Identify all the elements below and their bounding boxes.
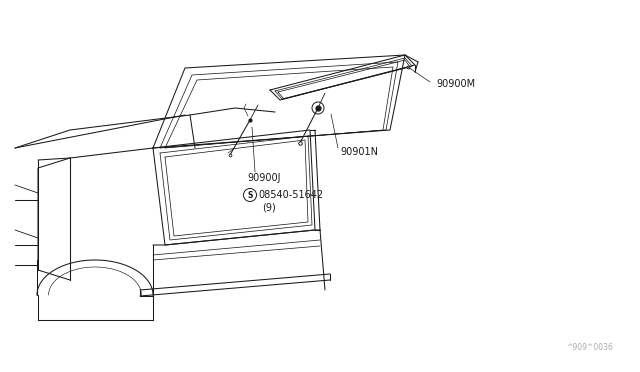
Text: 90900M: 90900M	[436, 79, 475, 89]
Text: S: S	[247, 190, 253, 199]
Text: 08540-51642: 08540-51642	[258, 190, 323, 200]
Text: ^909^0036: ^909^0036	[566, 343, 613, 353]
Text: 90900J: 90900J	[247, 173, 280, 183]
Text: 90901N: 90901N	[340, 147, 378, 157]
Text: (9): (9)	[262, 202, 276, 212]
